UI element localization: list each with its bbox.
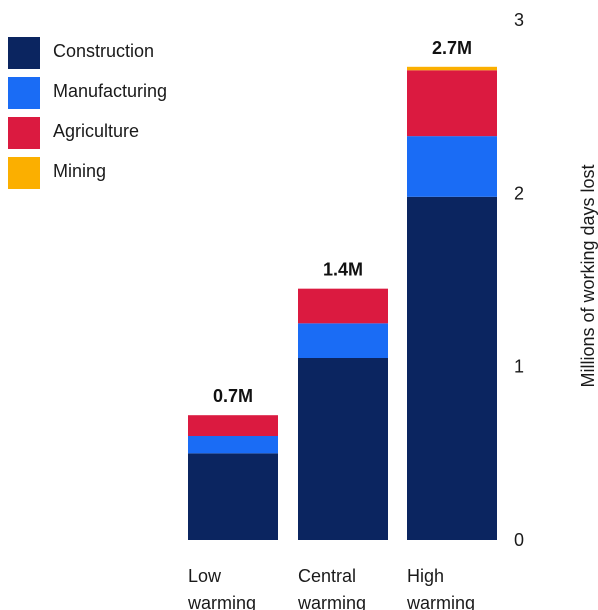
- bar-total-label: 1.4M: [323, 260, 363, 280]
- bar-segment-construction-0: [188, 453, 278, 540]
- bar-segment-manufacturing-0: [188, 436, 278, 453]
- x-tick-label: warming: [406, 593, 475, 610]
- bar-segment-manufacturing-1: [298, 323, 388, 358]
- y-tick-label: 2: [514, 183, 524, 203]
- x-tick-label: High: [407, 566, 444, 586]
- y-tick-label: 3: [514, 10, 524, 30]
- bar-segment-agriculture-0: [188, 415, 278, 436]
- x-tick-label: warming: [297, 593, 366, 610]
- bar-segment-agriculture-1: [298, 289, 388, 324]
- bar-segment-manufacturing-2: [407, 136, 497, 197]
- bar-segment-mining-2: [407, 67, 497, 70]
- x-tick-label: warming: [187, 593, 256, 610]
- bar-segment-construction-2: [407, 197, 497, 540]
- x-tick-label: Low: [188, 566, 222, 586]
- y-tick-label: 1: [514, 357, 524, 377]
- bar-segment-agriculture-2: [407, 70, 497, 136]
- y-axis-title: Millions of working days lost: [578, 164, 598, 387]
- y-tick-label: 0: [514, 530, 524, 550]
- bar-segment-construction-1: [298, 358, 388, 540]
- bar-total-label: 0.7M: [213, 386, 253, 406]
- bar-total-label: 2.7M: [432, 38, 472, 58]
- x-tick-label: Central: [298, 566, 356, 586]
